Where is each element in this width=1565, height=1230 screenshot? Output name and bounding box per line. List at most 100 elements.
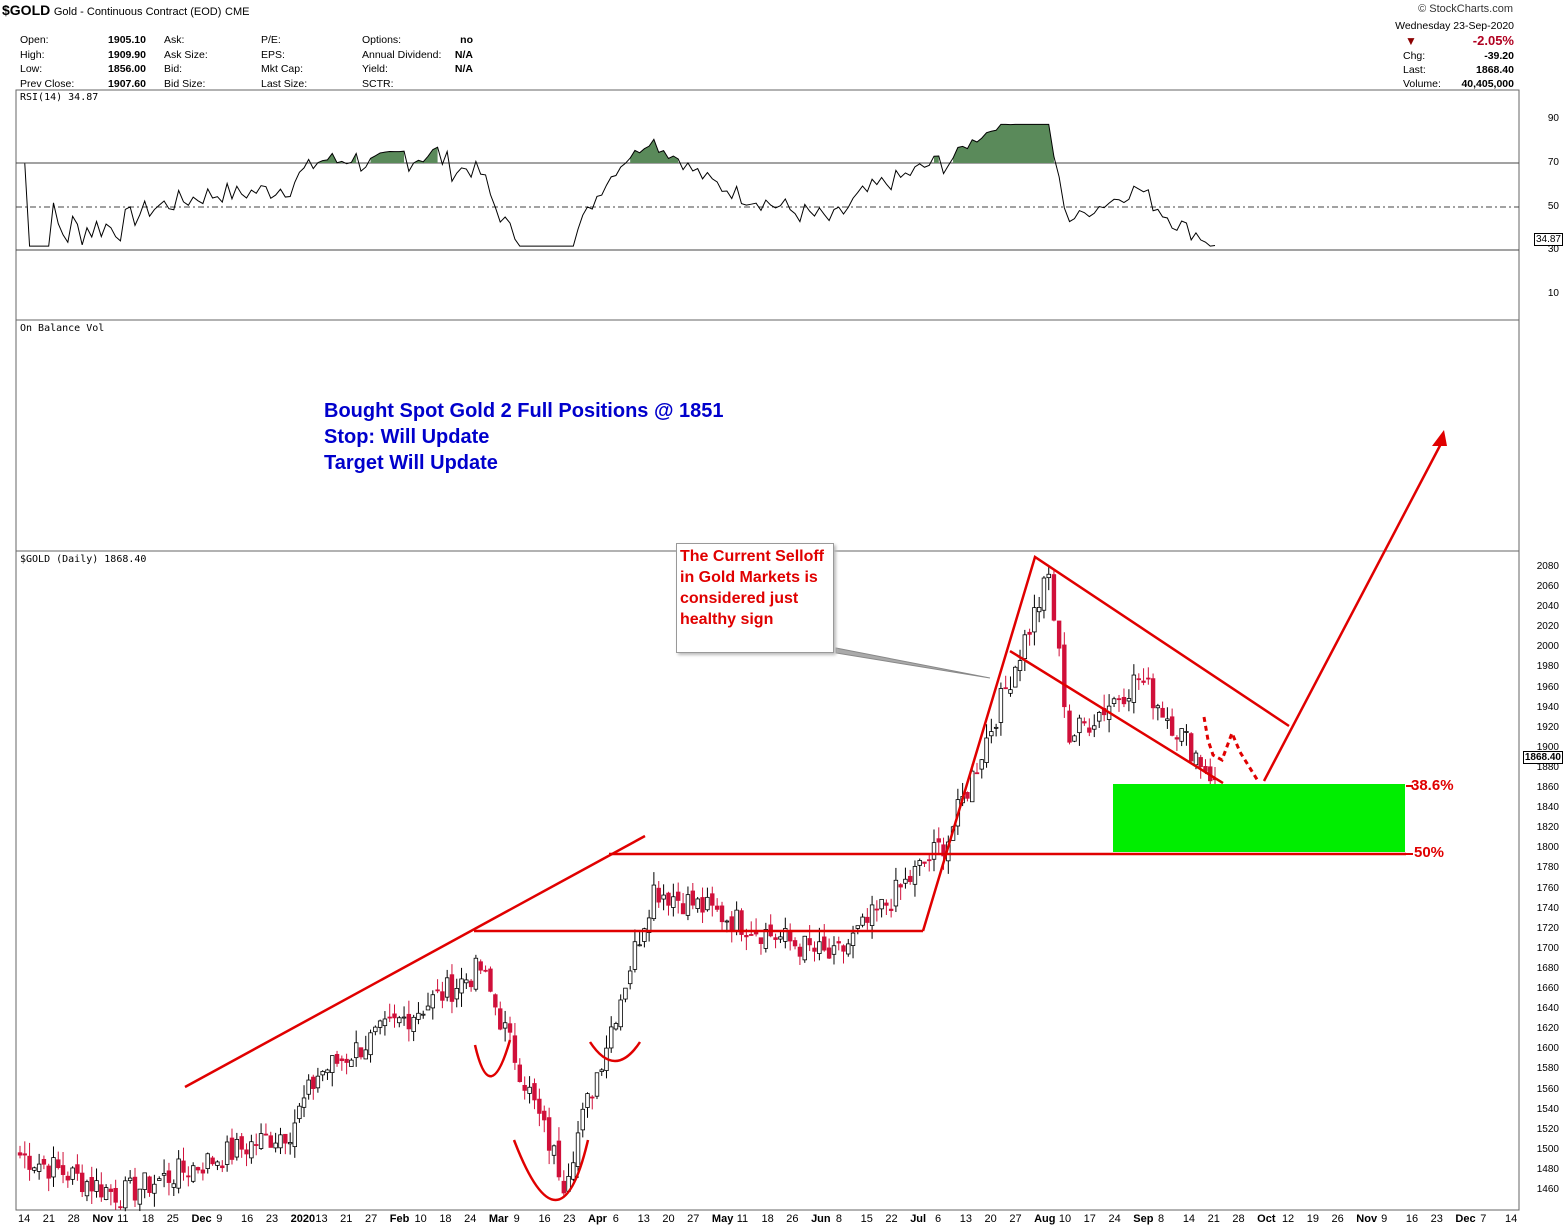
date-tick: 18 [439,1213,452,1225]
candle-body [292,1122,297,1148]
candle-body [656,887,661,903]
candle-body [632,941,638,970]
candle-body [666,892,671,906]
candle-body [773,937,778,940]
candle-body [41,1159,47,1165]
candle-body [152,1183,157,1194]
rsi-current-value: 34.87 [1533,233,1563,246]
price-tick: 1980 [1536,661,1559,673]
candle-body [749,934,754,936]
candle-body [283,1133,288,1144]
rsi-tick-70: 70 [1547,157,1559,168]
dividend-label: Annual Dividend: [362,48,442,61]
date-tick: May [711,1213,734,1225]
date-tick: 19 [1306,1213,1319,1225]
date-tick: 23 [563,1213,576,1225]
candle-body [190,1165,196,1182]
date-tick: 9 [513,1213,520,1225]
date-tick: 8 [1158,1213,1165,1225]
candle-body [353,1042,359,1059]
date-tick: 26 [1331,1213,1344,1225]
candle-body [132,1176,138,1201]
date-tick: 9 [1381,1213,1388,1225]
chg-label: Chg: [1403,49,1426,62]
candle-body [724,920,730,923]
channel-bottom [1009,649,1224,785]
chart-frame [15,89,1520,1211]
date-tick: Jul [910,1213,927,1225]
candle-body [922,861,927,864]
date-tick: 13 [637,1213,650,1225]
date-tick: Feb [389,1213,410,1225]
open-label: Open: [20,34,49,46]
candle-body [714,905,720,910]
cup-curve-2 [512,1139,590,1202]
open-value: 1905.10 [108,34,146,46]
candle-body [334,1053,340,1064]
prevclose-label: Prev Close: [20,77,75,90]
candle-body [363,1049,368,1060]
candle-body [792,940,798,947]
price-tick: 1500 [1536,1143,1559,1155]
arrow-head-icon [1432,430,1447,446]
price-tick: 1620 [1536,1023,1559,1035]
candle-body [278,1134,283,1149]
obv-panel-label: On Balance Vol [20,323,105,334]
price-tick: 1540 [1536,1103,1559,1115]
ask-label: Ask: [164,34,185,46]
candle-body [710,893,715,906]
mktcap-label: Mkt Cap: [261,63,304,76]
candle-body [927,859,932,862]
date-tick: 24 [464,1213,477,1225]
candle-body [1131,674,1137,703]
candle-body [807,938,812,946]
candle-body [89,1177,94,1192]
rsi-line [24,123,1216,247]
candle-body [778,936,783,940]
candle-body [454,987,459,1000]
candle-body [287,1142,293,1145]
candle-body [931,842,937,860]
date-tick: 14 [18,1213,31,1225]
candle-body [1193,752,1199,766]
candle-body [680,903,686,915]
projected-path-dotted [1202,716,1260,782]
candle-body [646,917,652,933]
date-tick: 16 [241,1213,254,1225]
date-tick: Dec [191,1213,212,1225]
date-tick: Apr [588,1213,607,1225]
candle-body [377,1020,383,1028]
price-tick: 1640 [1536,1003,1559,1015]
candle-body [1027,631,1032,635]
candle-body [244,1149,249,1155]
date-tick: 20 [662,1213,675,1225]
candle-body [599,1069,604,1072]
date-tick: 23 [265,1213,279,1225]
candle-body [744,935,749,938]
projected-breakout-arrow [1262,437,1446,782]
candle-body [836,941,841,944]
candle-body [123,1180,128,1209]
trend-annotations [184,437,1446,1202]
candle-body [181,1160,186,1173]
candle-body [546,1117,552,1151]
candle-body [483,969,488,972]
date-tick: Oct [1257,1213,1276,1225]
candle-body [161,1172,167,1176]
date-tick: 28 [1232,1213,1245,1225]
candle-body [373,1026,378,1033]
candle-body [488,968,493,992]
candle-body [411,1016,416,1032]
candle-body [27,1155,32,1170]
cup-curve-3 [588,1041,642,1063]
candle-body [195,1167,201,1171]
rsi-overbought-area [413,147,438,163]
candle-body [127,1177,133,1181]
date-tick: 21 [1207,1213,1220,1225]
candle-body [306,1079,311,1095]
brand-logo[interactable]: © StockCharts.com [1418,3,1513,15]
candle-body [1097,712,1102,722]
candle-body [1067,710,1072,743]
candle-body [812,947,817,952]
